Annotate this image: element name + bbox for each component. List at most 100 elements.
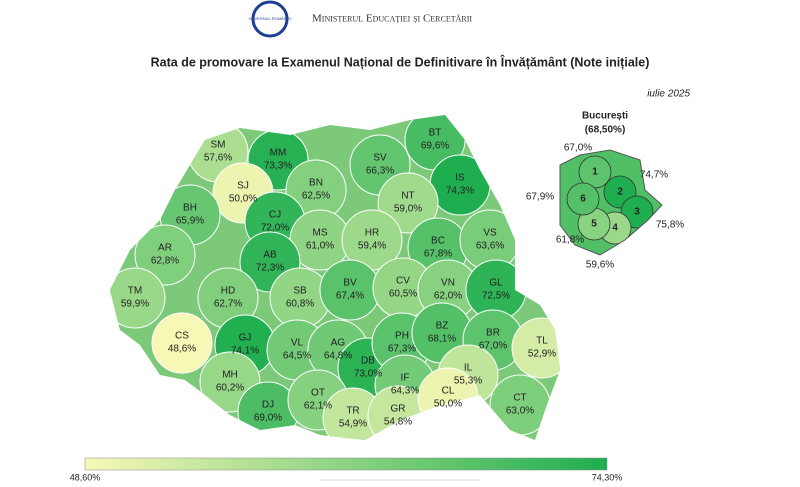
- logo-text: GUVERNUL ROMÂNIEI: [249, 16, 292, 21]
- county-value: 69,6%: [421, 141, 449, 152]
- county-code: GJ: [239, 333, 252, 344]
- county-code: HD: [221, 286, 235, 297]
- county-code: CL: [442, 386, 455, 397]
- county-code: CV: [396, 276, 410, 287]
- county-value: 59,0%: [394, 204, 422, 215]
- sector-value: 74,7%: [640, 170, 668, 181]
- county-code: SB: [293, 286, 307, 297]
- county-value: 48,6%: [168, 344, 196, 355]
- county-value: 64,5%: [283, 351, 311, 362]
- county-value: 73,3%: [264, 161, 292, 172]
- sector-number: 3: [634, 207, 640, 218]
- sector-value: 75,8%: [656, 220, 684, 231]
- color-scale: [84, 457, 608, 471]
- county-code: CJ: [269, 210, 281, 221]
- county-code: VN: [441, 278, 455, 289]
- county-code: SV: [373, 153, 387, 164]
- county-value: 63,0%: [506, 406, 534, 417]
- county-code: MM: [270, 148, 287, 159]
- county-code: HR: [365, 228, 379, 239]
- county-code: BR: [486, 328, 500, 339]
- county-value: 62,0%: [434, 291, 462, 302]
- county-code: GR: [391, 404, 406, 415]
- county-value: 69,0%: [254, 413, 282, 424]
- bucharest-title: București: [582, 111, 628, 122]
- county-code: VL: [291, 338, 304, 349]
- sector-value: 61,8%: [556, 235, 584, 246]
- county-code: IF: [401, 373, 410, 384]
- county-value: 62,7%: [214, 299, 242, 310]
- county-code: DJ: [262, 400, 274, 411]
- county-value: 73,0%: [354, 369, 382, 380]
- bucharest-outline: [559, 149, 663, 256]
- county-value: 54,9%: [339, 419, 367, 430]
- county-code: TM: [128, 286, 142, 297]
- county-code: AB: [263, 250, 277, 261]
- sector-value: 59,6%: [586, 260, 614, 271]
- county-code: MH: [222, 370, 238, 381]
- sector-number: 1: [592, 167, 598, 178]
- county-value: 72,0%: [261, 223, 289, 234]
- county-value: 72,3%: [256, 263, 284, 274]
- county-value: 61,0%: [306, 241, 334, 252]
- scale-min: 48,60%: [70, 472, 101, 482]
- sector-number: 5: [591, 219, 597, 230]
- county-code: SM: [211, 140, 226, 151]
- county-code: MS: [313, 228, 328, 239]
- county-value: 67,3%: [388, 344, 416, 355]
- county-code: BH: [183, 203, 197, 214]
- county-code: SJ: [237, 181, 249, 192]
- county-code: GL: [489, 278, 503, 289]
- county-code: CT: [513, 393, 526, 404]
- scale-max: 74,30%: [592, 472, 623, 482]
- county-value: 72,5%: [482, 291, 510, 302]
- county-value: 60,2%: [216, 383, 244, 394]
- county-value: 54,8%: [384, 417, 412, 428]
- county-value: 74,3%: [446, 186, 474, 197]
- subtitle: iulie 2025: [647, 89, 690, 100]
- sector-number: 4: [612, 223, 618, 234]
- county-value: 50,0%: [434, 399, 462, 410]
- county-value: 60,8%: [286, 299, 314, 310]
- county-value: 62,1%: [304, 401, 332, 412]
- county-value: 67,4%: [336, 291, 364, 302]
- county: [110, 267, 166, 329]
- county-value: 74,1%: [231, 346, 259, 357]
- county-code: TL: [536, 336, 548, 347]
- county-value: 59,4%: [358, 241, 386, 252]
- sector-value: 67,0%: [564, 143, 592, 154]
- sector-number: 6: [580, 194, 586, 205]
- county-code: BV: [343, 278, 357, 289]
- county-value: 52,9%: [528, 349, 556, 360]
- county-value: 63,6%: [476, 241, 504, 252]
- county: [151, 312, 213, 374]
- county-code: VS: [483, 228, 497, 239]
- bucharest-total: (68,50%): [585, 125, 626, 136]
- county-code: DB: [361, 356, 375, 367]
- county-code: BN: [309, 178, 323, 189]
- logo: [251, 0, 289, 38]
- county-value: 62,5%: [302, 191, 330, 202]
- county-value: 60,5%: [389, 289, 417, 300]
- county-code: IS: [455, 173, 465, 184]
- county: [134, 224, 196, 286]
- sector-value: 67,9%: [526, 192, 554, 203]
- county-code: OT: [311, 388, 325, 399]
- sector: [566, 182, 600, 216]
- county-code: BT: [429, 128, 442, 139]
- ministry: Ministerul Educației și Cercetării: [312, 13, 472, 25]
- county-value: 64,3%: [391, 386, 419, 397]
- bucharest-map: [560, 150, 662, 255]
- county-value: 64,8%: [324, 351, 352, 362]
- county-code: BZ: [436, 321, 449, 332]
- county-value: 62,8%: [151, 256, 179, 267]
- county-value: 57,6%: [204, 153, 232, 164]
- title: Rata de promovare la Examenul Național d…: [151, 54, 650, 69]
- county-code: TR: [346, 406, 359, 417]
- county-code: NT: [401, 191, 414, 202]
- county-value: 67,8%: [424, 249, 452, 260]
- county-value: 50,0%: [229, 194, 257, 205]
- county-code: CS: [175, 331, 189, 342]
- county-value: 59,9%: [121, 299, 149, 310]
